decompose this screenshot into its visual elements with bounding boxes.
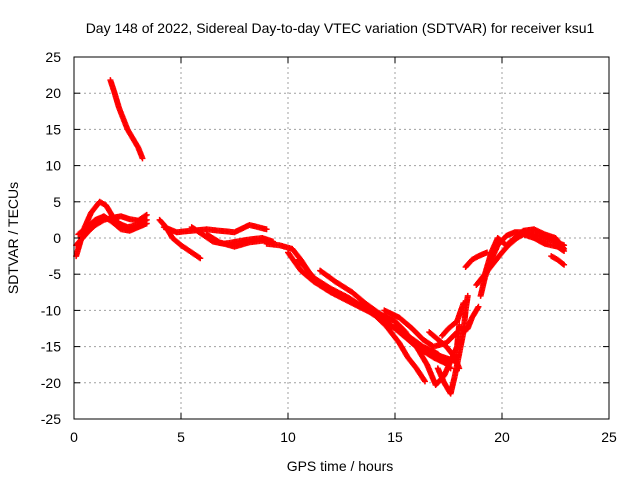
x-tick-label: 10: [280, 429, 296, 445]
y-tick-label: 0: [53, 230, 61, 246]
series-track-11: [295, 256, 428, 385]
series-track-22: [460, 303, 482, 336]
x-axis-label: GPS time / hours: [287, 458, 394, 474]
chart-title: Day 148 of 2022, Sidereal Day-to-day VTE…: [86, 20, 595, 36]
data-point: [475, 303, 482, 310]
series-track-1: [107, 77, 146, 162]
series-track-23: [548, 253, 568, 268]
y-tick-label: 15: [45, 121, 61, 137]
y-tick-label: -10: [41, 302, 61, 318]
x-tick-label: 5: [177, 429, 185, 445]
axis-tick-labels: 0 5 10 15 20 25 25 20 15 10 5 0 -5 -10 -15 -20 -25: [41, 49, 617, 445]
data-point: [559, 260, 566, 267]
x-tick-label: 0: [70, 429, 78, 445]
y-tick-label: -20: [41, 375, 61, 391]
data-point: [460, 300, 467, 307]
axis-ticks: [73, 56, 610, 420]
y-tick-label: -25: [41, 411, 61, 427]
data-point: [142, 212, 149, 219]
data-point: [143, 211, 150, 218]
y-tick-label: 5: [53, 194, 61, 210]
data-points: [73, 77, 568, 397]
y-tick-label: -5: [49, 266, 62, 282]
series-track-21: [473, 231, 568, 289]
data-point: [143, 220, 150, 227]
x-tick-label: 20: [494, 429, 510, 445]
series-track-4: [75, 213, 150, 238]
series-track-17: [439, 300, 467, 339]
data-point: [139, 155, 146, 162]
y-tick-label: 25: [45, 49, 61, 65]
y-tick-label: 20: [45, 85, 61, 101]
series-track-6: [160, 221, 270, 236]
data-point: [561, 248, 568, 255]
series-track-18: [462, 249, 491, 270]
series-track-5: [156, 216, 204, 262]
x-tick-label: 25: [601, 429, 617, 445]
data-point: [263, 226, 270, 233]
data-point: [197, 255, 204, 262]
series-track-8: [203, 231, 270, 250]
y-axis-label: SDTVAR / TECUs: [5, 182, 21, 294]
y-tick-label: 10: [45, 158, 61, 174]
data-point: [421, 377, 428, 384]
data-point: [561, 261, 568, 268]
x-tick-label: 15: [387, 429, 403, 445]
data-point: [196, 254, 203, 261]
y-tick-label: -15: [41, 339, 61, 355]
data-point: [464, 292, 471, 299]
data-point: [421, 378, 428, 385]
